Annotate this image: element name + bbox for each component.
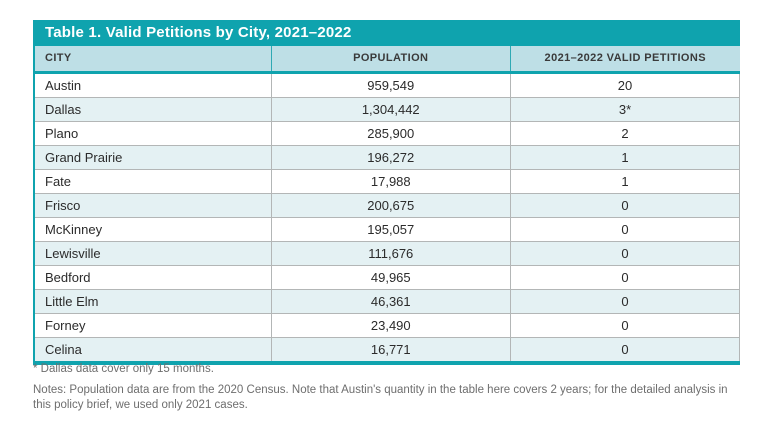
table-row: Plano 285,900 2: [35, 121, 740, 146]
table-body: Austin 959,549 20 Dallas 1,304,442 3* Plano 285…: [35, 72, 740, 361]
table-row: McKinney 195,057 0: [35, 217, 740, 242]
city-cell: Little Elm: [35, 289, 272, 314]
table-row: Frisco 200,675 0: [35, 193, 740, 218]
petitions-cell: 1: [510, 145, 740, 170]
petitions-cell: 2: [510, 121, 740, 146]
table-row: Dallas 1,304,442 3*: [35, 97, 740, 122]
data-table: CITY POPULATION 2021–2022 VALID PETITION…: [35, 46, 740, 361]
footnote-dallas-asterisk: * Dallas data cover only 15 months.: [33, 363, 214, 375]
city-cell: Bedford: [35, 265, 272, 290]
petitions-table: Table 1. Valid Petitions by City, 2021–2…: [33, 20, 740, 365]
population-cell: 111,676: [270, 241, 512, 266]
population-cell: 46,361: [270, 289, 512, 314]
city-cell: Plano: [35, 121, 272, 146]
population-cell: 200,675: [270, 193, 512, 218]
table-row: Austin 959,549 20: [35, 72, 740, 98]
petitions-cell: 0: [510, 193, 740, 218]
header-row: CITY POPULATION 2021–2022 VALID PETITION…: [35, 46, 740, 74]
population-cell: 1,304,442: [270, 97, 512, 122]
footnote-notes: Notes: Population data are from the 2020…: [33, 384, 728, 411]
city-cell: Lewisville: [35, 241, 272, 266]
petitions-cell: 0: [510, 337, 740, 361]
petitions-cell: 0: [510, 313, 740, 338]
population-cell: 16,771: [270, 337, 512, 361]
city-cell: Celina: [35, 337, 272, 361]
population-cell: 285,900: [270, 121, 512, 146]
population-cell: 49,965: [270, 265, 512, 290]
petitions-cell: 0: [510, 289, 740, 314]
table-row: Little Elm 46,361 0: [35, 289, 740, 314]
city-cell: Forney: [35, 313, 272, 338]
table-row: Fate 17,988 1: [35, 169, 740, 194]
column-header-population: POPULATION: [270, 46, 511, 74]
city-cell: McKinney: [35, 217, 272, 242]
table-title: Table 1. Valid Petitions by City, 2021–2…: [45, 24, 352, 41]
table-row: Celina 16,771 0: [35, 337, 740, 361]
population-cell: 196,272: [270, 145, 512, 170]
petitions-cell: 0: [510, 241, 740, 266]
population-cell: 195,057: [270, 217, 512, 242]
column-header-city: CITY: [35, 46, 271, 74]
city-cell: Fate: [35, 169, 272, 194]
population-cell: 959,549: [270, 72, 512, 98]
table-row: Forney 23,490 0: [35, 313, 740, 338]
table-row: Bedford 49,965 0: [35, 265, 740, 290]
city-cell: Frisco: [35, 193, 272, 218]
petitions-cell: 3*: [510, 97, 740, 122]
table-row: Lewisville 111,676 0: [35, 241, 740, 266]
table-row: Grand Prairie 196,272 1: [35, 145, 740, 170]
petitions-cell: 0: [510, 217, 740, 242]
city-cell: Austin: [35, 72, 272, 98]
table-title-bar: Table 1. Valid Petitions by City, 2021–2…: [35, 20, 740, 46]
petitions-cell: 1: [510, 169, 740, 194]
petitions-cell: 20: [510, 72, 740, 98]
population-cell: 17,988: [270, 169, 512, 194]
city-cell: Grand Prairie: [35, 145, 272, 170]
petitions-cell: 0: [510, 265, 740, 290]
population-cell: 23,490: [270, 313, 512, 338]
city-cell: Dallas: [35, 97, 272, 122]
column-header-valid-petitions: 2021–2022 VALID PETITIONS: [510, 46, 740, 74]
